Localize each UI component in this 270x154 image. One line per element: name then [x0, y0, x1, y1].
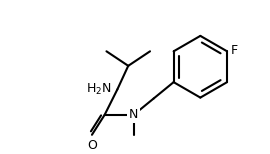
Text: F: F — [231, 44, 238, 57]
Text: H$_2$N: H$_2$N — [86, 82, 112, 97]
Text: O: O — [87, 139, 97, 152]
Text: N: N — [129, 108, 139, 121]
